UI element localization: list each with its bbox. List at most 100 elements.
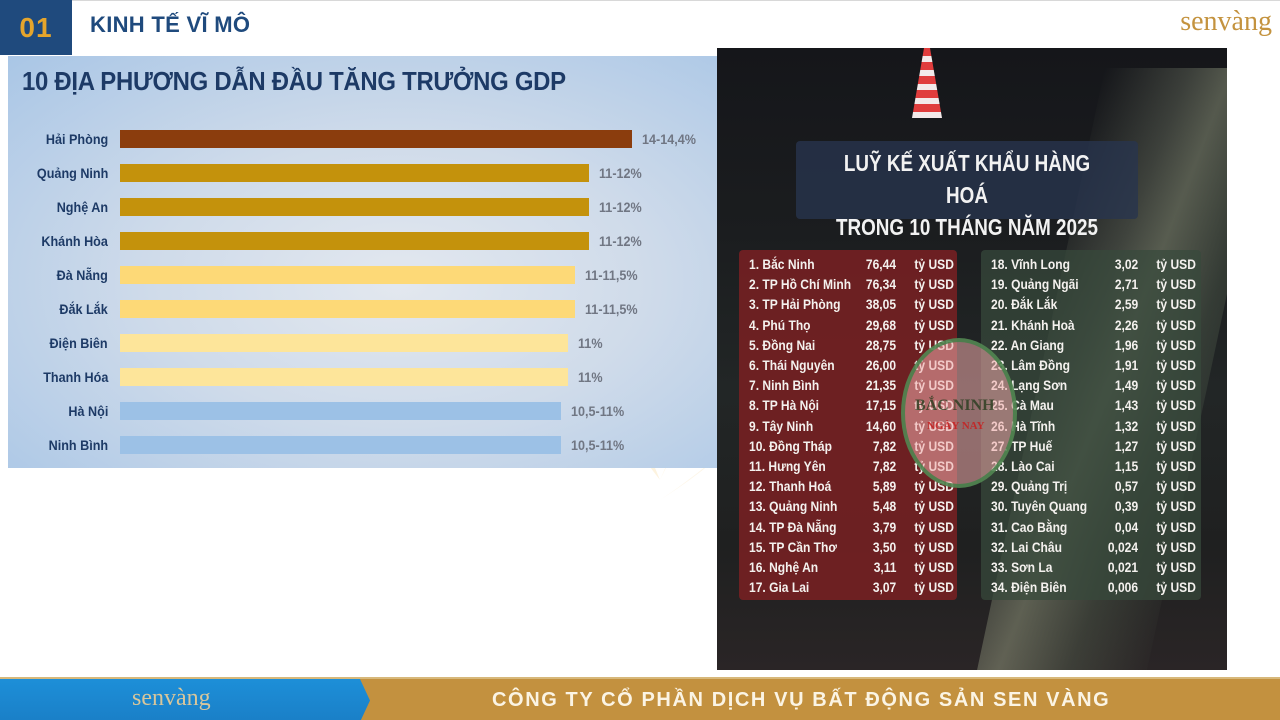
province-name: 15. TP Cần Thơ <box>749 538 837 555</box>
export-value: 1,91 <box>1114 357 1138 373</box>
province-name: 9. Tây Ninh <box>749 417 814 434</box>
export-value: 0,006 <box>1107 579 1138 596</box>
export-unit: tỷ USD <box>1156 458 1196 474</box>
bar-label: Ninh Bình <box>48 437 108 453</box>
export-row: 14. TP Đà Nẵng 3,79 tỷ USD <box>749 519 954 539</box>
footer-logo: senvàng <box>132 685 211 711</box>
tower-background <box>912 48 942 118</box>
bar-row: Đà Nẵng 11-11,5% <box>8 266 720 286</box>
province-name: 19. Quảng Ngãi <box>991 276 1079 293</box>
export-value: 3,11 <box>873 559 896 575</box>
export-value: 3,02 <box>1114 256 1138 272</box>
bar-value: 11-12% <box>599 233 642 249</box>
export-title: LUỸ KẾ XUẤT KHẨU HÀNG HOÁ TRONG 10 THÁNG… <box>796 141 1138 240</box>
section-title: KINH TẾ VĨ MÔ <box>90 12 251 37</box>
province-name: 28. Lào Cai <box>991 458 1055 474</box>
bar <box>120 130 632 148</box>
export-row: 2. TP Hồ Chí Minh 76,34 tỷ USD <box>749 276 954 296</box>
bar <box>120 232 589 250</box>
bar <box>120 436 561 454</box>
province-name: 3. TP Hải Phòng <box>749 296 841 313</box>
export-value: 0,04 <box>1114 518 1138 535</box>
export-row: 31. Cao Bằng 0,04 tỷ USD <box>991 519 1196 539</box>
export-row: 16. Nghệ An 3,11 tỷ USD <box>749 559 954 579</box>
bar-row: Nghệ An 11-12% <box>8 198 720 218</box>
bar-value: 11-11,5% <box>585 267 638 283</box>
export-value: 2,71 <box>1114 276 1138 293</box>
export-value: 1,27 <box>1114 437 1138 454</box>
export-value: 0,57 <box>1114 478 1138 495</box>
export-unit: tỷ USD <box>914 256 954 272</box>
bar-value: 10,5-11% <box>571 437 625 453</box>
export-value: 1,49 <box>1114 377 1138 394</box>
export-unit: tỷ USD <box>1156 316 1196 333</box>
export-unit: tỷ USD <box>1156 397 1196 414</box>
province-name: 31. Cao Bằng <box>991 518 1068 535</box>
bar <box>120 300 575 318</box>
bar-label: Nghệ An <box>56 199 108 215</box>
export-unit: tỷ USD <box>1156 498 1196 515</box>
province-name: 5. Đồng Nai <box>749 336 816 353</box>
export-unit: tỷ USD <box>914 296 954 313</box>
export-unit: tỷ USD <box>1156 518 1196 535</box>
export-value: 1,15 <box>1114 458 1138 474</box>
bar-row: Đắk Lắk 11-11,5% <box>8 300 720 320</box>
export-unit: tỷ USD <box>914 559 954 575</box>
export-row: 20. Đắk Lắk 2,59 tỷ USD <box>991 296 1196 316</box>
bar-value: 11-11,5% <box>585 301 638 317</box>
export-unit: tỷ USD <box>1156 296 1196 313</box>
province-name: 10. Đồng Tháp <box>749 437 832 454</box>
export-unit: tỷ USD <box>914 518 954 535</box>
export-unit: tỷ USD <box>914 276 954 293</box>
bar-value: 11-12% <box>599 165 642 181</box>
province-name: 32. Lai Châu <box>991 538 1062 555</box>
bar <box>120 266 575 284</box>
export-unit: tỷ USD <box>1156 256 1196 272</box>
export-value: 0,39 <box>1114 498 1138 515</box>
export-unit: tỷ USD <box>1156 377 1196 394</box>
export-value: 7,82 <box>872 458 896 474</box>
export-row: 21. Khánh Hoà 2,26 tỷ USD <box>991 317 1196 337</box>
export-row: 29. Quảng Trị 0,57 tỷ USD <box>991 478 1196 498</box>
province-name: 18. Vĩnh Long <box>991 256 1070 272</box>
export-value: 14,60 <box>865 417 896 434</box>
export-value: 38,05 <box>865 296 896 313</box>
province-name: 6. Thái Nguyên <box>749 357 835 373</box>
bar <box>120 402 561 420</box>
bar-label: Đà Nẵng <box>56 267 108 283</box>
export-row: 28. Lào Cai 1,15 tỷ USD <box>991 458 1196 478</box>
brand-logo: senvàng <box>1180 6 1272 37</box>
chart-title: 10 ĐỊA PHƯƠNG DẪN ĐẦU TĂNG TRƯỞNG GDP <box>22 66 566 96</box>
export-value: 21,35 <box>865 377 896 394</box>
export-unit: tỷ USD <box>1156 478 1196 495</box>
export-row: 15. TP Cần Thơ 3,50 tỷ USD <box>749 539 954 559</box>
province-name: 14. TP Đà Nẵng <box>749 518 837 535</box>
bar-row: Điện Biên 11% <box>8 334 720 354</box>
company-name: CÔNG TY CỔ PHẦN DỊCH VỤ BẤT ĐỘNG SẢN SEN… <box>492 689 1111 711</box>
gdp-growth-chart: 10 ĐỊA PHƯƠNG DẪN ĐẦU TĂNG TRƯỞNG GDP Hả… <box>8 56 720 468</box>
export-unit: tỷ USD <box>914 579 954 596</box>
export-value: 0,021 <box>1107 559 1138 575</box>
export-unit: tỷ USD <box>1156 336 1196 353</box>
bar-row: Ninh Bình 10,5-11% <box>8 436 720 456</box>
export-value: 29,68 <box>865 316 896 333</box>
export-value: 3,79 <box>872 518 896 535</box>
export-value: 5,89 <box>872 478 896 495</box>
bar-label: Hà Nội <box>68 403 108 419</box>
province-name: 1. Bắc Ninh <box>749 256 815 272</box>
export-unit: tỷ USD <box>1156 538 1196 555</box>
export-value: 17,15 <box>865 397 896 414</box>
export-row: 3. TP Hải Phòng 38,05 tỷ USD <box>749 296 954 316</box>
bar <box>120 368 568 386</box>
province-name: 2. TP Hồ Chí Minh <box>749 276 852 293</box>
province-name: 29. Quảng Trị <box>991 478 1068 495</box>
bar-label: Khánh Hòa <box>41 233 108 249</box>
export-value: 7,82 <box>872 437 896 454</box>
export-infographic: LUỸ KẾ XUẤT KHẨU HÀNG HOÁ TRONG 10 THÁNG… <box>717 48 1227 670</box>
export-row: 23. Lâm Đồng 1,91 tỷ USD <box>991 357 1196 377</box>
export-row: 22. An Giang 1,96 tỷ USD <box>991 337 1196 357</box>
export-row: 25. Cà Mau 1,43 tỷ USD <box>991 397 1196 417</box>
export-unit: tỷ USD <box>1156 417 1196 434</box>
province-name: 23. Lâm Đồng <box>991 357 1070 373</box>
export-unit: tỷ USD <box>914 316 954 333</box>
